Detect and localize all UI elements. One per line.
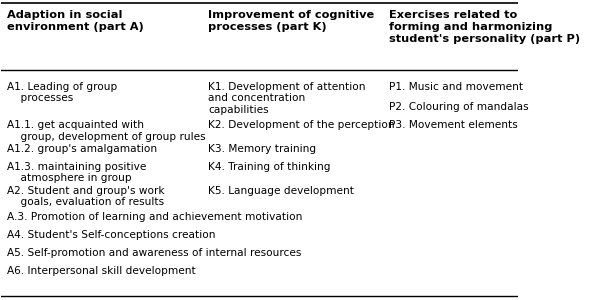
Text: A6. Interpersonal skill development: A6. Interpersonal skill development: [7, 266, 195, 276]
Text: P3. Movement elements: P3. Movement elements: [389, 120, 518, 130]
Text: K5. Language development: K5. Language development: [208, 186, 354, 196]
Text: A1.1. get acquainted with
    group, development of group rules: A1.1. get acquainted with group, develop…: [7, 120, 205, 142]
Text: A4. Student's Self-conceptions creation: A4. Student's Self-conceptions creation: [7, 230, 215, 240]
Text: K3. Memory training: K3. Memory training: [208, 144, 316, 154]
Text: Adaption in social
environment (part A): Adaption in social environment (part A): [7, 10, 143, 32]
Text: A1.3. maintaining positive
    atmosphere in group: A1.3. maintaining positive atmosphere in…: [7, 162, 146, 184]
Text: Exercises related to
forming and harmonizing
student's personality (part P): Exercises related to forming and harmoni…: [389, 10, 580, 44]
Text: K2. Development of the perception: K2. Development of the perception: [208, 120, 394, 130]
Text: A5. Self-promotion and awareness of internal resources: A5. Self-promotion and awareness of inte…: [7, 248, 301, 258]
Text: P1. Music and movement: P1. Music and movement: [389, 82, 523, 92]
Text: P2. Colouring of mandalas: P2. Colouring of mandalas: [389, 102, 528, 112]
Text: Improvement of cognitive
processes (part K): Improvement of cognitive processes (part…: [208, 10, 374, 32]
Text: A.3. Promotion of learning and achievement motivation: A.3. Promotion of learning and achieveme…: [7, 212, 302, 222]
Text: A2. Student and group's work
    goals, evaluation of results: A2. Student and group's work goals, eval…: [7, 186, 164, 207]
Text: K4. Training of thinking: K4. Training of thinking: [208, 162, 330, 172]
Text: A1. Leading of group
    processes: A1. Leading of group processes: [7, 82, 117, 103]
Text: K1. Development of attention
and concentration
capabilities: K1. Development of attention and concent…: [208, 82, 365, 115]
Text: A1.2. group's amalgamation: A1.2. group's amalgamation: [7, 144, 156, 154]
